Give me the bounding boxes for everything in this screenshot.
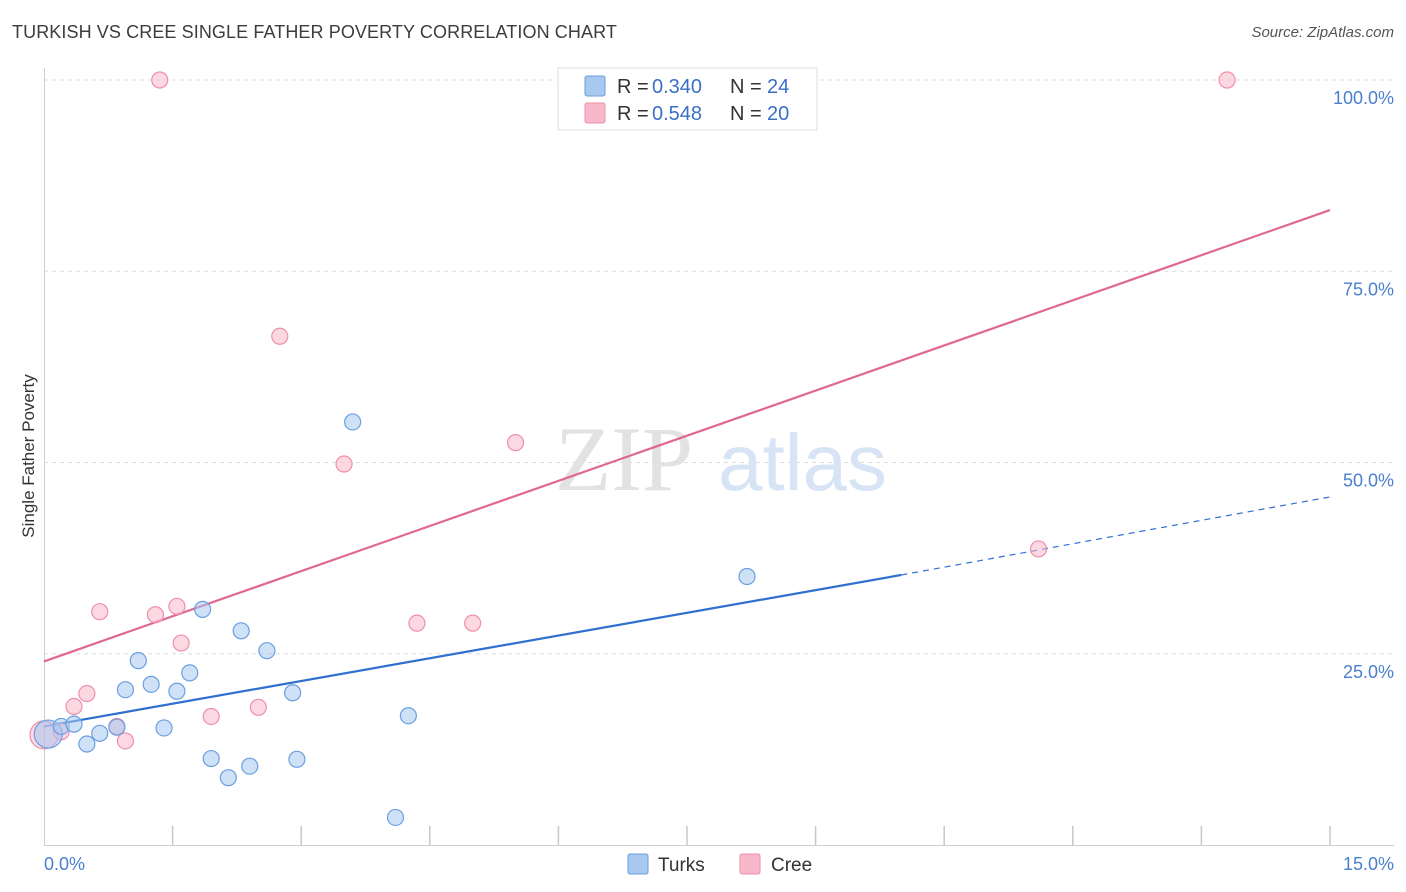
point-cree (91, 603, 109, 621)
legend-n-value-cree: 20 (767, 103, 789, 125)
point-turks (288, 750, 306, 768)
point-turks (181, 664, 199, 682)
legend-n-value-turks: 24 (767, 76, 789, 98)
point-cree (172, 634, 190, 652)
point-cree (408, 614, 426, 632)
point-cree (464, 614, 482, 632)
point-turks (219, 769, 237, 787)
point-cree (116, 732, 135, 750)
point-turks (232, 622, 250, 640)
legend-r-label-cree: R = (617, 103, 649, 125)
point-turks (738, 567, 756, 586)
legend-r-value-cree: 0.548 (652, 103, 702, 125)
point-turks (202, 749, 220, 768)
legend-r-label-turks: R = (617, 76, 649, 98)
point-turks (258, 642, 276, 660)
x-tick-label-max: 15.0% (1343, 854, 1394, 874)
point-cree (65, 697, 83, 716)
legend-n-label-turks: N = (730, 76, 762, 98)
y-tick-label: 100.0% (1333, 88, 1394, 108)
point-turks (108, 718, 126, 736)
point-cree (271, 327, 289, 345)
point-turks (386, 808, 405, 827)
point-cree (335, 455, 353, 473)
y-axis-label: Single Father Poverty (19, 374, 38, 538)
point-turks (399, 707, 417, 725)
point-turks (194, 600, 212, 618)
y-tick-label: 25.0% (1343, 662, 1394, 682)
axes (44, 68, 1394, 846)
point-turks (284, 684, 302, 702)
trend-line-cree (43, 209, 1331, 663)
trend-line-turks-extension (901, 496, 1331, 576)
gridlines (44, 79, 1394, 655)
x-tick-label-min: 0.0% (44, 854, 85, 874)
y-tick-label: 75.0% (1343, 279, 1394, 299)
y-tick-labels: 25.0% 50.0% 75.0% 100.0% (1333, 88, 1394, 682)
point-turks (116, 681, 135, 699)
bottom-legend-swatch-cree (739, 853, 761, 875)
bottom-legend: Turks Cree (627, 853, 812, 876)
point-turks (344, 413, 362, 431)
point-cree (1029, 540, 1048, 558)
point-turks (142, 675, 160, 693)
point-turks (155, 719, 173, 737)
point-cree (146, 606, 165, 624)
legend-box: R = 0.340 N = 24 R = 0.548 N = 20 (557, 67, 818, 131)
bottom-legend-label-cree: Cree (771, 855, 812, 876)
point-turks (91, 724, 109, 742)
bottom-legend-swatch-turks (627, 853, 649, 875)
chart-title: TURKISH VS CREE SINGLE FATHER POVERTY CO… (12, 22, 617, 42)
legend-r-value-turks: 0.340 (652, 76, 702, 98)
legend-swatch-turks (584, 75, 606, 97)
point-cree (249, 698, 267, 716)
watermark-atlas: atlas (718, 418, 887, 507)
y-tick-label: 50.0% (1343, 471, 1394, 491)
source-label: Source: ZipAtlas.com (1251, 24, 1394, 41)
point-turks (65, 715, 83, 733)
point-turks (78, 735, 96, 753)
point-turks (168, 682, 186, 700)
x-ticks (171, 826, 1331, 845)
point-turks (129, 652, 147, 670)
point-cree (151, 71, 169, 89)
trend-line-turks (43, 573, 902, 728)
point-cree (168, 597, 186, 615)
point-cree (78, 684, 96, 703)
scatter-points (29, 71, 1236, 827)
point-cree (1218, 71, 1236, 89)
bottom-legend-label-turks: Turks (658, 855, 705, 876)
point-cree (506, 434, 525, 452)
legend-swatch-cree (584, 102, 606, 124)
trend-lines (43, 209, 1331, 728)
legend-n-label-cree: N = (730, 103, 762, 125)
point-cree (202, 707, 220, 726)
point-turks (241, 757, 259, 775)
